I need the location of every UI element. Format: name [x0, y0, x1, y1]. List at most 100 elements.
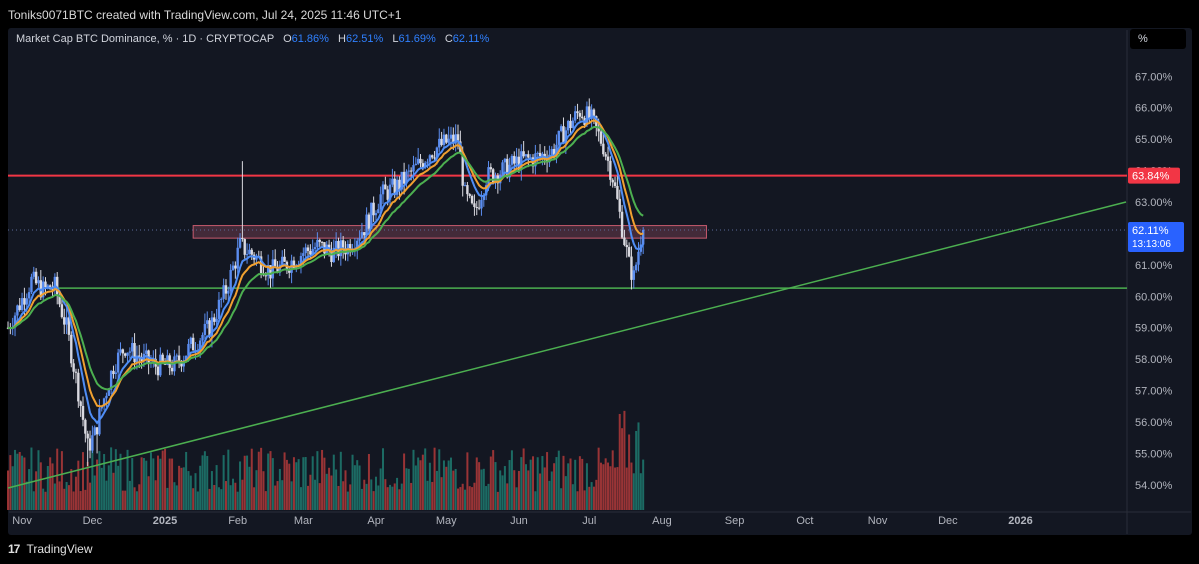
candle-body [501, 162, 504, 175]
volume-bar [42, 488, 45, 510]
volume-bar [553, 463, 556, 510]
volume-bar [227, 449, 230, 510]
candle-body [215, 319, 218, 322]
volume-bar [370, 479, 373, 510]
volume-bar [246, 455, 249, 510]
candle-body [470, 195, 474, 204]
volume-bar [53, 483, 56, 510]
candle-body [273, 259, 277, 268]
volume-bar [555, 457, 558, 510]
candle-body [578, 113, 582, 117]
candle-body [302, 253, 305, 257]
candle-body [84, 419, 87, 434]
resistance-price-tag [1128, 167, 1180, 184]
volume-bar [494, 462, 497, 510]
volume-bar [527, 470, 530, 510]
volume-bar [58, 481, 61, 510]
volume-bar [255, 470, 258, 510]
volume-bar [199, 465, 202, 510]
x-tick-label: Feb [228, 515, 247, 527]
candle-body [306, 247, 310, 251]
low-value: 61.69% [398, 33, 436, 45]
candle-body [482, 195, 485, 201]
volume-bar [171, 458, 174, 510]
candle-body [222, 285, 225, 299]
candle-body [348, 244, 352, 253]
candle-body [86, 433, 89, 439]
candle-body [241, 237, 244, 240]
volume-bar [367, 454, 370, 510]
volume-bar [475, 457, 478, 510]
x-tick-label: Nov [12, 515, 32, 527]
candle-body [564, 130, 568, 144]
volume-bar [288, 463, 291, 510]
volume-bar [515, 487, 518, 510]
volume-bar [328, 467, 331, 510]
candle-body [597, 126, 600, 132]
volume-bar [56, 448, 59, 510]
candle-body [363, 232, 366, 236]
candle-body [412, 165, 415, 172]
volume-bar [330, 475, 333, 510]
volume-bar [604, 458, 607, 510]
candle-body [557, 130, 560, 145]
candle-body [367, 214, 371, 229]
candle-body [468, 194, 471, 196]
volume-bar [271, 458, 274, 510]
candle-body [634, 264, 638, 271]
volume-bar [590, 482, 593, 510]
volume-bar [332, 454, 335, 510]
volume-bar [28, 469, 31, 510]
volume-bar [32, 491, 35, 510]
candle-body [620, 211, 624, 238]
volume-bar [471, 487, 474, 510]
y-tick-label: 67.00% [1135, 71, 1173, 83]
volume-bar [524, 464, 527, 510]
candle-body [358, 238, 361, 241]
volume-bar [128, 480, 131, 510]
candle-body [461, 153, 464, 186]
candle-body [524, 154, 528, 157]
percent-scale-button[interactable]: % [1130, 29, 1186, 49]
candle-body [381, 184, 385, 195]
volume-bar [126, 449, 129, 510]
volume-bar [360, 488, 363, 510]
volume-bar [541, 456, 544, 510]
volume-bar [574, 459, 577, 510]
candle-body [438, 138, 441, 148]
candle-body [74, 371, 78, 373]
volume-bar [16, 453, 19, 510]
symbol-legend[interactable]: Market Cap BTC Dominance, % · 1D · CRYPT… [16, 32, 489, 46]
volume-bar [353, 465, 356, 510]
volume-bar [175, 485, 178, 510]
candle-body [513, 155, 516, 164]
candle-body [140, 358, 143, 361]
volume-bar [438, 449, 441, 510]
candle-body [34, 271, 38, 284]
volume-bar [428, 462, 431, 510]
volume-bar [400, 483, 403, 510]
volume-bar [464, 489, 467, 510]
candle-body [456, 134, 460, 142]
candle-body [292, 260, 296, 269]
volume-bar [147, 476, 150, 510]
candle-body [552, 149, 556, 156]
countdown-label: 13:13:06 [1132, 239, 1171, 250]
candle-body [550, 149, 553, 155]
candle-body [170, 367, 174, 372]
volume-bar [466, 452, 469, 510]
volume-bar [63, 488, 66, 510]
volume-bar [239, 461, 242, 510]
volume-bar [161, 450, 164, 510]
volume-bar [337, 485, 340, 510]
x-tick-label: Dec [83, 515, 103, 527]
volume-bar [67, 485, 70, 510]
volume-bar [86, 461, 89, 510]
volume-bar [316, 451, 319, 510]
chart-panel[interactable] [8, 28, 1192, 535]
candle-body [248, 249, 251, 255]
volume-bar [304, 457, 307, 510]
volume-bar [7, 470, 9, 510]
x-tick-label: Jun [510, 515, 528, 527]
